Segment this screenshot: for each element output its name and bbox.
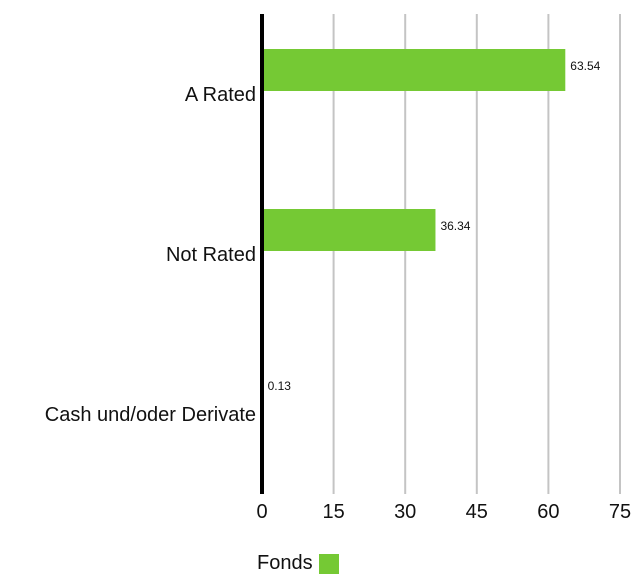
- data-label: 36.34: [440, 219, 470, 233]
- x-tick-label: 30: [394, 501, 416, 523]
- x-tick-label: 15: [322, 501, 344, 523]
- x-tick-labels: 0 15 30 45 60 75: [256, 501, 631, 523]
- data-label: 0.13: [268, 379, 292, 393]
- x-tick-label: 75: [609, 501, 631, 523]
- category-labels: A Rated Not Rated Cash und/oder Derivate: [45, 84, 256, 426]
- bar: [262, 49, 566, 91]
- data-labels: 63.54 36.34 0.13: [268, 59, 601, 393]
- legend-swatch: [318, 553, 339, 574]
- data-label: 63.54: [570, 59, 600, 73]
- x-tick-label: 45: [466, 501, 488, 523]
- category-label: Not Rated: [166, 244, 256, 266]
- legend-label: Fonds: [257, 552, 313, 574]
- bars: [262, 49, 566, 411]
- bar: [262, 209, 436, 251]
- category-label: Cash und/oder Derivate: [45, 404, 256, 426]
- legend: Fonds: [257, 552, 339, 575]
- category-label: A Rated: [185, 84, 256, 106]
- x-tick-label: 60: [537, 501, 559, 523]
- grid-lines: [332, 14, 621, 494]
- x-tick-label: 0: [256, 501, 267, 523]
